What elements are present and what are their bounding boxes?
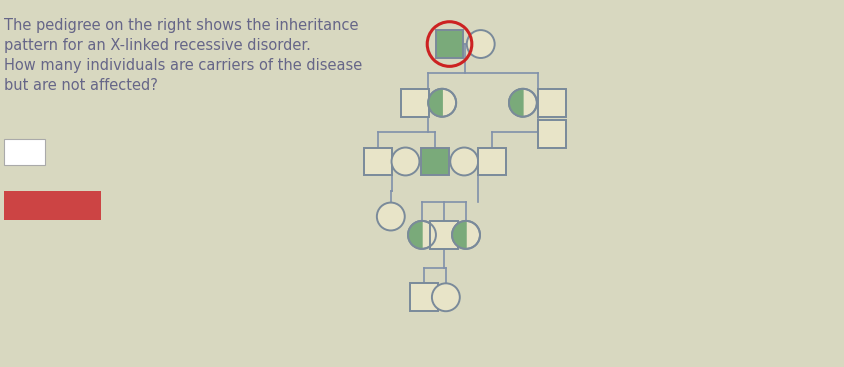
Bar bbox=[410, 283, 438, 311]
Circle shape bbox=[377, 203, 405, 230]
Polygon shape bbox=[408, 221, 422, 249]
Circle shape bbox=[467, 30, 495, 58]
Bar bbox=[538, 120, 566, 148]
Bar bbox=[421, 148, 449, 175]
Polygon shape bbox=[428, 89, 442, 117]
Bar bbox=[436, 30, 463, 58]
Circle shape bbox=[428, 89, 456, 117]
Polygon shape bbox=[509, 89, 523, 117]
Bar bbox=[538, 89, 566, 117]
Circle shape bbox=[432, 283, 460, 311]
Circle shape bbox=[450, 148, 479, 175]
Circle shape bbox=[392, 148, 419, 175]
Text: The pedigree on the right shows the inheritance
pattern for an X-linked recessiv: The pedigree on the right shows the inhe… bbox=[4, 18, 362, 93]
Bar bbox=[478, 148, 506, 175]
Bar bbox=[430, 221, 458, 249]
Text: ✓: ✓ bbox=[78, 198, 88, 211]
Text: DONE: DONE bbox=[15, 198, 55, 211]
Circle shape bbox=[408, 221, 436, 249]
Circle shape bbox=[452, 221, 480, 249]
Bar bbox=[401, 89, 429, 117]
Circle shape bbox=[509, 89, 537, 117]
Polygon shape bbox=[452, 221, 466, 249]
Bar bbox=[364, 148, 392, 175]
